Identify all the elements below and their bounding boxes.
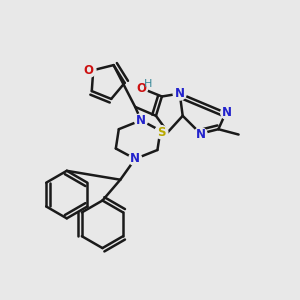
Text: N: N (196, 128, 206, 141)
Text: N: N (136, 114, 146, 127)
Text: S: S (157, 126, 166, 139)
Circle shape (129, 152, 142, 166)
Circle shape (155, 126, 168, 139)
Text: O: O (136, 82, 146, 95)
Text: H: H (143, 79, 152, 89)
Circle shape (173, 87, 186, 100)
Text: N: N (222, 106, 232, 119)
Circle shape (82, 63, 96, 77)
Text: O: O (84, 64, 94, 77)
Text: N: N (175, 87, 185, 100)
Text: N: N (130, 152, 140, 165)
Circle shape (221, 106, 234, 119)
Circle shape (134, 114, 148, 127)
Circle shape (134, 82, 148, 95)
Circle shape (194, 128, 207, 141)
